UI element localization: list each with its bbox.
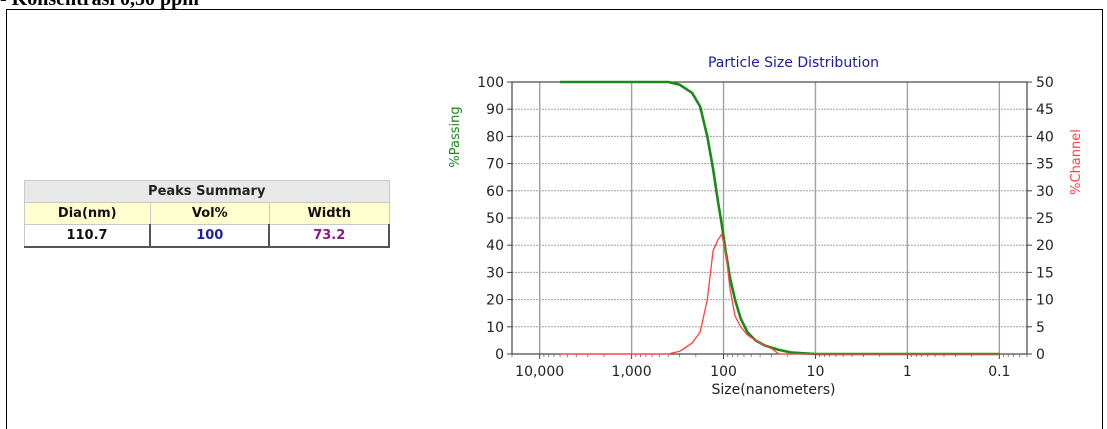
y2-tick-label: 15 — [1036, 265, 1054, 281]
y-tick-label: 70 — [486, 157, 504, 173]
y-tick-label: 30 — [486, 265, 504, 281]
y2-tick-label: 10 — [1036, 293, 1054, 309]
value-width: 73.2 — [268, 224, 390, 248]
particle-size-chart: 0 10 20 30 40 50 60 70 80 90 100 0 5 10 15 20 25 30 35 40 45… — [448, 55, 1084, 398]
figure-frame — [6, 9, 1103, 429]
section-heading: - Konsentrasi 0,50 ppm — [0, 0, 199, 10]
x-axis-label: Size(nanometers) — [712, 382, 836, 398]
series-channel-line — [560, 233, 1000, 355]
column-header-dia: Dia(nm) — [24, 202, 151, 225]
peaks-summary-table: Peaks Summary Dia(nm) Vol% Width 110.7 1… — [24, 180, 390, 248]
value-dia: 110.7 — [24, 224, 152, 248]
plot-area — [512, 82, 1027, 354]
y-tick-label: 0 — [495, 347, 504, 363]
column-header-width: Width — [268, 202, 390, 225]
x-tick-label: 0.1 — [988, 364, 1010, 380]
y-tick-label: 90 — [486, 102, 504, 118]
y2-axis-label: %Channel — [1069, 129, 1084, 195]
y2-tick-label: 50 — [1036, 75, 1054, 91]
x-tick-label: 10 — [807, 364, 825, 380]
y-tick-label: 10 — [486, 320, 504, 336]
y2-tick-label: 30 — [1036, 184, 1054, 200]
column-header-vol: Vol% — [149, 202, 270, 225]
peaks-summary-title: Peaks Summary — [24, 180, 390, 203]
y-tick-label: 60 — [486, 184, 504, 200]
chart-title: Particle Size Distribution — [708, 55, 879, 71]
x-tick-label: 100 — [710, 364, 737, 380]
y-tick-label: 50 — [486, 211, 504, 227]
y2-tick-label: 45 — [1036, 102, 1054, 118]
y-tick-label: 20 — [486, 293, 504, 309]
y2-tick-label: 25 — [1036, 211, 1054, 227]
y-axis-label: %Passing — [448, 106, 463, 167]
x-tick-label: 10,000 — [515, 364, 564, 380]
x-tick-label: 1,000 — [612, 364, 652, 380]
y-tick-label: 40 — [486, 238, 504, 254]
x-tick-label: 1 — [903, 364, 912, 380]
y2-tick-label: 35 — [1036, 157, 1054, 173]
y2-tick-label: 5 — [1036, 320, 1045, 336]
y2-tick-label: 0 — [1036, 347, 1045, 363]
y2-tick-label: 40 — [1036, 129, 1054, 145]
y-tick-label: 100 — [477, 75, 504, 91]
y2-tick-label: 20 — [1036, 238, 1054, 254]
value-vol: 100 — [149, 224, 271, 248]
y-tick-label: 80 — [486, 129, 504, 145]
